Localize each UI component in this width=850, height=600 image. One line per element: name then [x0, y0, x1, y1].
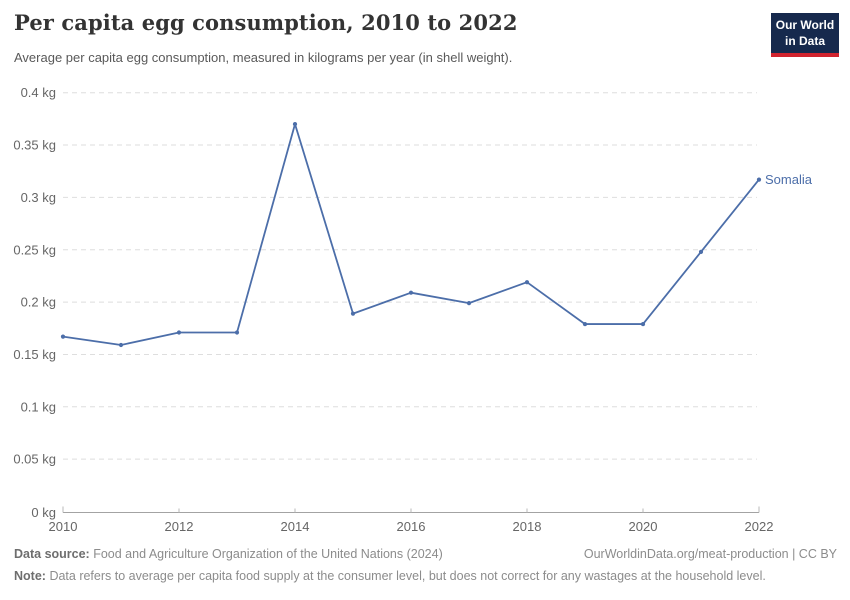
footer-link[interactable]: OurWorldinData.org/meat-production | CC …: [583, 547, 837, 561]
owid-logo: Our World in Data: [771, 13, 839, 58]
note-line: Note: Data refers to average per capita …: [14, 568, 837, 585]
data-point: [176, 330, 182, 335]
owid-logo-line1: Our World: [775, 18, 835, 32]
series-label: Somalia: [765, 172, 813, 187]
x-tick-label: 2018: [513, 519, 542, 534]
x-tick-label: 2020: [629, 519, 658, 534]
data-point: [350, 311, 356, 316]
page-title: Per capita egg consumption, 2010 to 2022: [14, 10, 518, 35]
owid-logo-text: Our World in Data: [771, 13, 839, 54]
data-point: [234, 330, 240, 335]
y-tick-label: 0.25 kg: [13, 242, 56, 257]
x-tick-label: 2010: [49, 519, 78, 534]
x-tick-label: 2014: [281, 519, 310, 534]
data-point: [292, 122, 298, 127]
data-point: [640, 321, 646, 327]
y-tick-label: 0.15 kg: [13, 347, 56, 362]
data-point: [756, 177, 762, 182]
note-label: Note:: [14, 568, 46, 583]
y-tick-label: 0.35 kg: [13, 138, 56, 153]
chart-svg: 0 kg 0.05 kg 0.1 kg 0.15 kg 0.2 kg 0.25 kg 0.3…: [13, 85, 813, 534]
data-source-label: Data source:: [14, 547, 90, 561]
x-tick-label: 2016: [397, 519, 426, 534]
y-tick-label: 0.05 kg: [13, 452, 56, 467]
y-tick-label: 0.3 kg: [21, 190, 56, 205]
data-point: [524, 280, 530, 285]
data-line: [62, 123, 760, 346]
x-tick-label: 2012: [165, 519, 194, 534]
x-tick-label: 2022: [745, 519, 774, 534]
y-tick-label: 0.4 kg: [21, 85, 56, 100]
note-text: Data refers to average per capita food s…: [49, 568, 766, 583]
data-source-text: Food and Agriculture Organization of the…: [93, 547, 443, 561]
y-tick-label: 0.1 kg: [21, 399, 56, 414]
y-tick-label: 0.2 kg: [21, 295, 56, 310]
data-point: [408, 290, 414, 295]
data-source-line: Data source: Food and Agriculture Organi…: [14, 546, 443, 563]
chart-subtitle: Average per capita egg consumption, meas…: [14, 50, 513, 65]
chart-footer: Data source: Food and Agriculture Organi…: [14, 546, 837, 585]
data-point: [118, 342, 124, 348]
owid-logo-red-bar: [771, 53, 839, 58]
data-point: [582, 321, 588, 327]
owid-logo-line2: in Data: [784, 33, 825, 48]
y-tick-label: 0 kg: [31, 505, 56, 520]
data-point: [698, 249, 704, 254]
data-point: [60, 334, 66, 339]
data-point: [466, 301, 472, 306]
